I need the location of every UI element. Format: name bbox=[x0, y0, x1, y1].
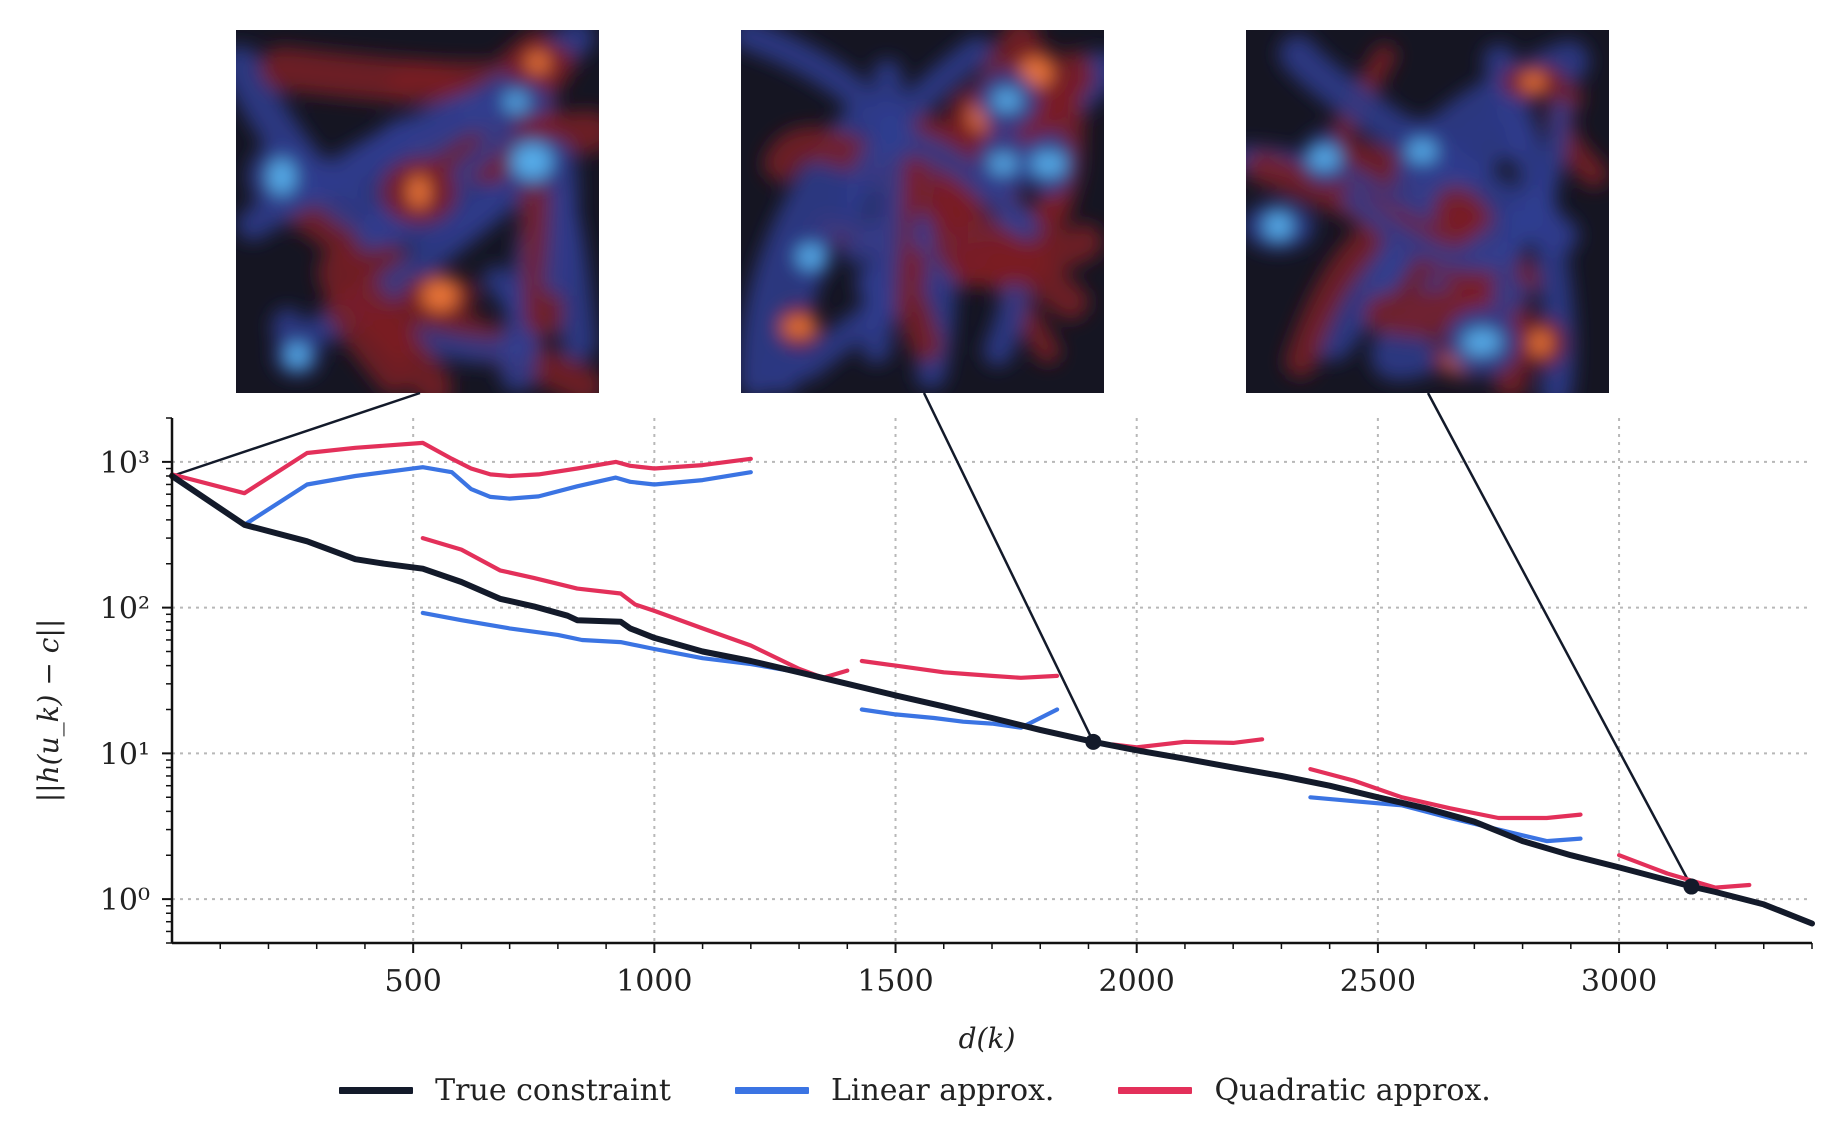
anchor-marker bbox=[1683, 878, 1700, 895]
inset-vortex-core bbox=[268, 159, 296, 195]
inset-image bbox=[741, 30, 1104, 393]
inset-streak bbox=[1341, 98, 1573, 272]
legend-label-true-constraint: True constraint bbox=[435, 1072, 671, 1108]
series-line-linear-approx bbox=[242, 465, 753, 527]
series-line-quadratic-approx bbox=[420, 536, 850, 680]
axis-text: 500 1000 1500 2000 2500 3000 10⁰ 10¹ 10² 10³ d(k) |… bbox=[32, 446, 1657, 1055]
inset-vortex-core bbox=[285, 343, 309, 368]
inset-vortex-core bbox=[989, 154, 1018, 174]
inset-vortex-core bbox=[782, 316, 816, 337]
inset-vortex-core bbox=[1530, 330, 1552, 356]
inset-vortex-core bbox=[992, 89, 1022, 111]
inset-vortex-core bbox=[504, 92, 528, 112]
inset-streak bbox=[1491, 210, 1531, 317]
inset-vortex-core bbox=[422, 279, 458, 312]
inset-vortex-core bbox=[1308, 146, 1340, 170]
legend-label-linear: Linear approx. bbox=[830, 1072, 1055, 1108]
legend-swatch-quadratic bbox=[1118, 1086, 1193, 1094]
legend: True constraint Linear approx. Quadratic… bbox=[0, 1070, 1830, 1110]
axes bbox=[162, 417, 1813, 953]
series-line-true-constraint bbox=[169, 473, 1815, 927]
inset-connector bbox=[922, 392, 1095, 743]
y-tick-label: 10¹ bbox=[100, 737, 150, 772]
series-line-quadratic-approx bbox=[169, 440, 753, 496]
inset-vortex-core bbox=[512, 144, 552, 179]
inset-connector bbox=[1426, 392, 1693, 888]
legend-label-quadratic: Quadratic approx. bbox=[1214, 1072, 1491, 1108]
x-tick-label: 3000 bbox=[1581, 964, 1657, 999]
inset-vortex-core bbox=[1264, 211, 1293, 241]
series-lines bbox=[169, 440, 1815, 927]
inset-vortex-core bbox=[1462, 329, 1501, 355]
series-line-quadratic-approx bbox=[859, 658, 1060, 680]
x-tick-label: 1500 bbox=[857, 964, 933, 999]
legend-swatch-true-constraint bbox=[339, 1086, 414, 1094]
series-line-quadratic-approx bbox=[1110, 737, 1265, 750]
inset-vortex-core bbox=[408, 175, 430, 209]
legend-item-linear: Linear approx. bbox=[734, 1072, 1055, 1108]
y-axis-label: ||h(u_k) − c|| bbox=[32, 619, 65, 803]
inset-vortex-core bbox=[1521, 72, 1546, 92]
inset-image bbox=[1246, 30, 1609, 393]
x-tick-label: 1000 bbox=[616, 964, 692, 999]
anchor-marker bbox=[1085, 733, 1102, 750]
legend-item-quadratic: Quadratic approx. bbox=[1118, 1072, 1491, 1108]
y-tick-label: 10³ bbox=[100, 446, 150, 481]
legend-swatch-linear bbox=[734, 1086, 809, 1094]
inset-vortex-core bbox=[1030, 152, 1067, 176]
inset-streak bbox=[318, 250, 453, 393]
grid bbox=[172, 418, 1812, 943]
series-line-linear-approx bbox=[420, 610, 802, 675]
x-tick-label: 500 bbox=[385, 964, 442, 999]
inset-connector bbox=[171, 391, 421, 478]
series-line-quadratic-approx bbox=[1308, 767, 1583, 821]
y-tick-label: 10² bbox=[100, 592, 150, 627]
inset-streak bbox=[356, 96, 545, 252]
inset-vortex-core bbox=[796, 244, 825, 269]
y-tick-label: 10⁰ bbox=[100, 883, 150, 918]
inset-images bbox=[171, 30, 1693, 888]
legend-item-true-constraint: True constraint bbox=[339, 1073, 671, 1108]
x-axis-label: d(k) bbox=[959, 1022, 1016, 1055]
x-tick-label: 2500 bbox=[1340, 964, 1416, 999]
x-tick-label: 2000 bbox=[1099, 964, 1175, 999]
inset-streak bbox=[1363, 285, 1510, 341]
inset-image bbox=[236, 30, 599, 393]
inset-vortex-core bbox=[1407, 140, 1437, 162]
inset-streak bbox=[1278, 35, 1579, 255]
inset-streak bbox=[861, 59, 906, 364]
inset-vortex-core bbox=[526, 51, 550, 74]
